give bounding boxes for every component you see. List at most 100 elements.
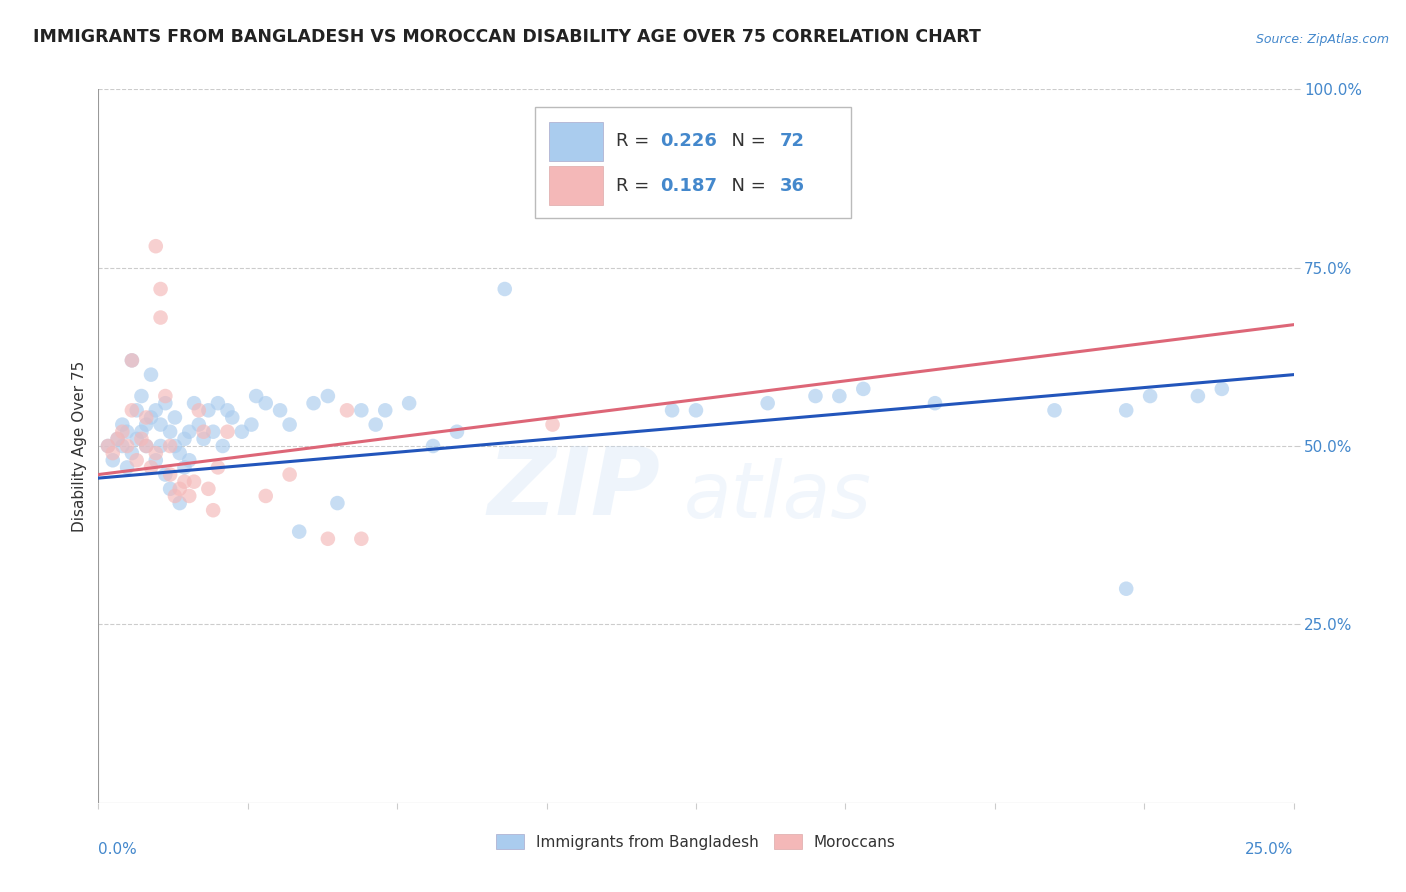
Point [145,446,167,460]
Point [97,439,120,453]
Point [145,403,167,417]
Point [217,403,239,417]
Text: IMMIGRANTS FROM BANGLADESH VS MOROCCAN DISABILITY AGE OVER 75 CORRELATION CHART: IMMIGRANTS FROM BANGLADESH VS MOROCCAN D… [32,29,980,46]
Point [326,496,349,510]
Point [139,410,162,425]
Point [111,425,134,439]
Point [159,467,181,482]
Point [245,389,267,403]
FancyBboxPatch shape [548,166,603,205]
Point [125,432,148,446]
Point [125,453,148,467]
Point [254,489,277,503]
Point [139,460,162,475]
Point [121,353,143,368]
Point [183,475,205,489]
Point [1043,403,1066,417]
Point [121,353,143,368]
Point [187,403,209,417]
Point [135,410,157,425]
Point [494,282,516,296]
Point [207,396,229,410]
Text: 0.187: 0.187 [661,177,717,194]
Point [193,425,215,439]
Point [207,460,229,475]
Point [446,425,468,439]
Point [202,503,225,517]
Point [316,532,339,546]
Point [187,417,209,432]
Point [131,425,153,439]
Point [101,446,124,460]
Point [107,432,129,446]
Point [217,425,239,439]
Text: 25.0%: 25.0% [1246,842,1294,857]
Point [302,396,325,410]
Point [350,532,373,546]
Point [169,496,191,510]
Point [97,439,120,453]
FancyBboxPatch shape [548,121,603,161]
Point [422,439,444,453]
Point [278,467,301,482]
Point [1115,403,1137,417]
Point [179,489,201,503]
Point [211,439,233,453]
Point [804,389,827,403]
Point [173,460,195,475]
Point [336,403,359,417]
Point [169,482,191,496]
Point [135,439,157,453]
Point [852,382,875,396]
Point [240,417,263,432]
Point [173,432,195,446]
Text: 72: 72 [779,132,804,150]
Point [179,453,201,467]
Text: atlas: atlas [685,458,872,534]
Y-axis label: Disability Age Over 75: Disability Age Over 75 [72,360,87,532]
Point [149,439,172,453]
Point [685,403,707,417]
Point [1115,582,1137,596]
Point [159,439,181,453]
Point [183,396,205,410]
Point [121,403,143,417]
Text: ZIP: ZIP [488,442,661,535]
Text: 0.226: 0.226 [661,132,717,150]
Point [1187,389,1209,403]
Point [121,446,143,460]
Point [115,425,138,439]
Point [149,417,172,432]
Point [163,410,186,425]
Point [254,396,277,410]
Point [173,475,195,489]
Point [159,425,181,439]
Point [125,403,148,417]
Text: R =: R = [616,132,655,150]
Point [163,489,186,503]
Text: 0.0%: 0.0% [98,842,138,857]
Point [316,389,339,403]
Point [135,417,157,432]
Point [155,389,177,403]
Point [107,432,129,446]
Point [828,389,851,403]
Point [231,425,253,439]
Text: Source: ZipAtlas.com: Source: ZipAtlas.com [1256,33,1389,46]
Text: N =: N = [720,132,772,150]
Point [115,439,138,453]
Point [139,368,162,382]
Point [924,396,946,410]
Point [288,524,311,539]
Point [149,310,172,325]
Point [193,432,215,446]
Point [269,403,291,417]
Point [159,482,181,496]
Text: 36: 36 [779,177,804,194]
FancyBboxPatch shape [534,107,852,218]
Point [163,439,186,453]
Text: R =: R = [616,177,655,194]
Text: N =: N = [720,177,772,194]
Point [155,467,177,482]
Point [202,425,225,439]
